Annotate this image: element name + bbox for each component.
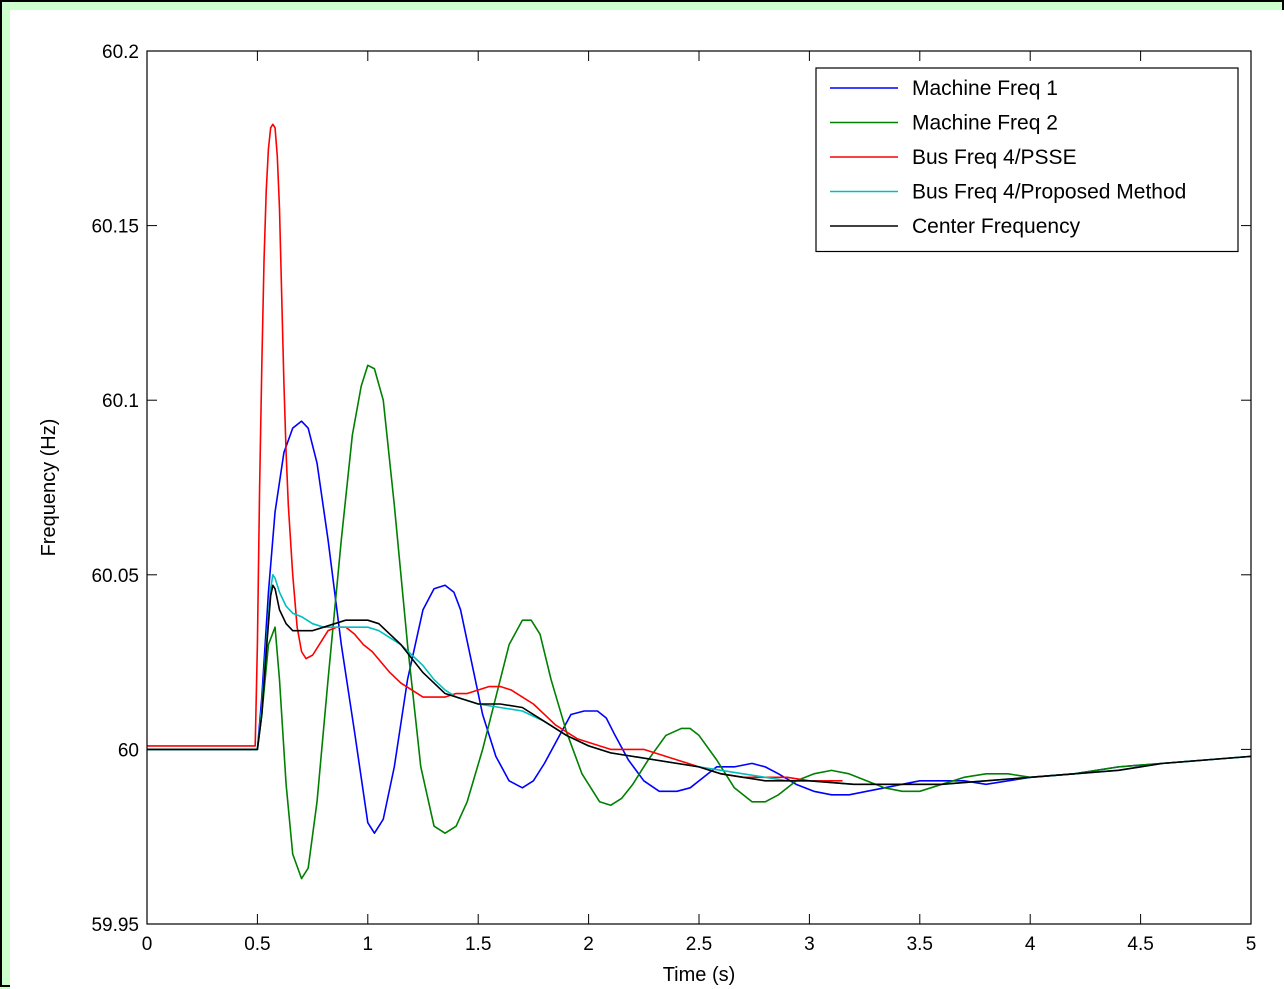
legend: Machine Freq 1 Machine Freq 2 Bus Freq 4/P… bbox=[815, 67, 1239, 253]
x-axis-label: Time (s) bbox=[663, 964, 736, 986]
legend-label-bus-freq-4-psse: Bus Freq 4/PSSE bbox=[912, 146, 1077, 169]
legend-label-machine-freq-1: Machine Freq 1 bbox=[912, 77, 1058, 100]
y-tick-label: 60.15 bbox=[91, 217, 139, 238]
x-tick-label: 1.5 bbox=[465, 934, 491, 955]
y-tick-label: 60.05 bbox=[91, 566, 139, 587]
y-tick-label: 60.2 bbox=[102, 42, 139, 63]
legend-box bbox=[815, 67, 1239, 253]
series-line-bus-freq-4-psse bbox=[147, 123, 843, 782]
series-layer bbox=[147, 123, 1251, 880]
x-tick-label: 0.5 bbox=[244, 934, 270, 955]
series-line-center-frequency bbox=[147, 584, 1251, 786]
legend-label-machine-freq-2: Machine Freq 2 bbox=[912, 112, 1058, 135]
legend-label-bus-freq-4-proposed-method: Bus Freq 4/Proposed Method bbox=[912, 181, 1186, 204]
x-tick-label: 3 bbox=[804, 934, 815, 955]
ticks-layer: 0 0.5 1 1.5 2 2.5 3 3.5 4 4.5 5 59.95 60 60.05 60.1 60.… bbox=[91, 42, 1256, 955]
series-line-machine-freq-1 bbox=[147, 420, 1251, 835]
x-tick-label: 5 bbox=[1246, 934, 1257, 955]
x-tick-label: 4.5 bbox=[1127, 934, 1153, 955]
y-tick-label: 59.95 bbox=[91, 915, 139, 936]
legend-label-center-frequency: Center Frequency bbox=[912, 215, 1081, 238]
series-line-machine-freq-2 bbox=[147, 364, 1251, 880]
x-tick-label: 2 bbox=[583, 934, 594, 955]
x-tick-label: 3.5 bbox=[907, 934, 933, 955]
y-axis-label: Frequency (Hz) bbox=[38, 419, 60, 557]
x-tick-label: 2.5 bbox=[686, 934, 712, 955]
x-tick-label: 1 bbox=[363, 934, 374, 955]
y-tick-label: 60 bbox=[118, 740, 139, 761]
x-tick-label: 0 bbox=[142, 934, 153, 955]
y-tick-label: 60.1 bbox=[102, 391, 139, 412]
x-tick-label: 4 bbox=[1025, 934, 1036, 955]
